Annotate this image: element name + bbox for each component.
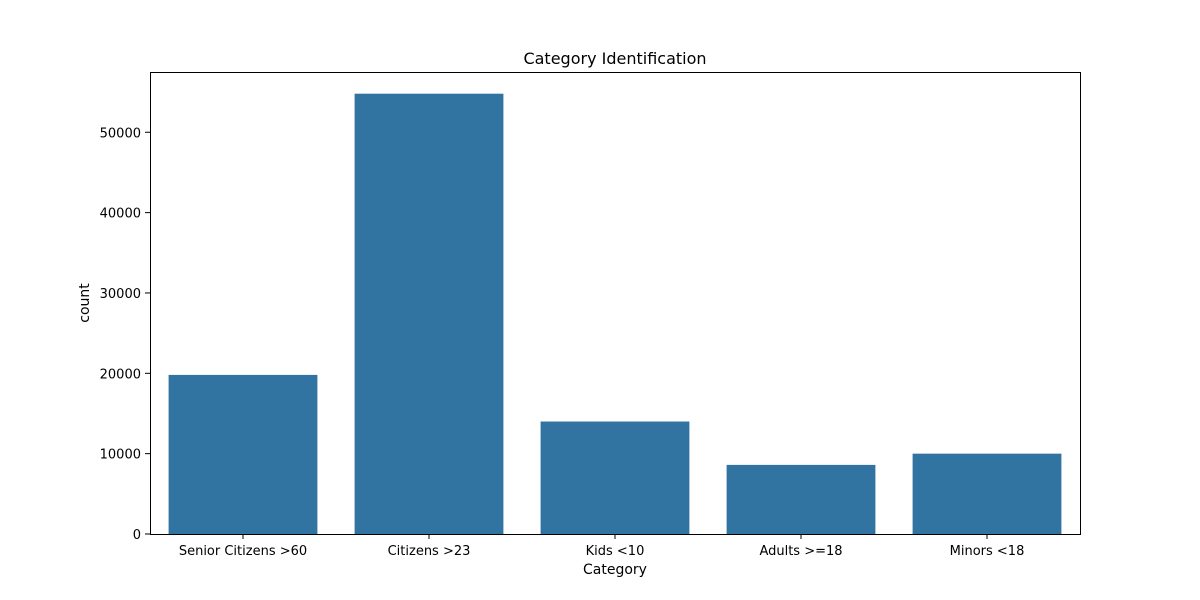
bar-2 [540, 421, 690, 534]
bars-group [168, 93, 1062, 535]
x-axis-label: Category [583, 562, 647, 578]
x-tick-label-0: Senior Citizens >60 [179, 544, 307, 559]
bar-1 [354, 93, 504, 535]
x-tick-label-2: Kids <10 [586, 544, 645, 559]
y-axis: 0 10000 20000 30000 40000 50000 [100, 126, 150, 543]
x-tick-label-3: Adults >=18 [759, 544, 842, 559]
bar-0 [168, 374, 318, 534]
y-axis-label: count [77, 283, 93, 323]
plot-frame [150, 72, 1081, 535]
x-tick-label-4: Minors <18 [950, 544, 1025, 559]
y-tick-label-4: 40000 [100, 207, 141, 222]
y-tick-label-5: 50000 [100, 126, 141, 141]
x-axis: Senior Citizens >60 Citizens >23 Kids <10 A… [179, 534, 1025, 559]
bar-4 [912, 453, 1062, 534]
y-tick-label-1: 10000 [100, 448, 141, 463]
y-tick-label-2: 20000 [100, 367, 141, 382]
y-tick-label-0: 0 [133, 528, 141, 543]
x-tick-label-1: Citizens >23 [388, 544, 471, 559]
chart-title: Category Identification [523, 49, 706, 68]
y-tick-label-3: 30000 [100, 287, 141, 302]
bar-3 [726, 464, 876, 534]
